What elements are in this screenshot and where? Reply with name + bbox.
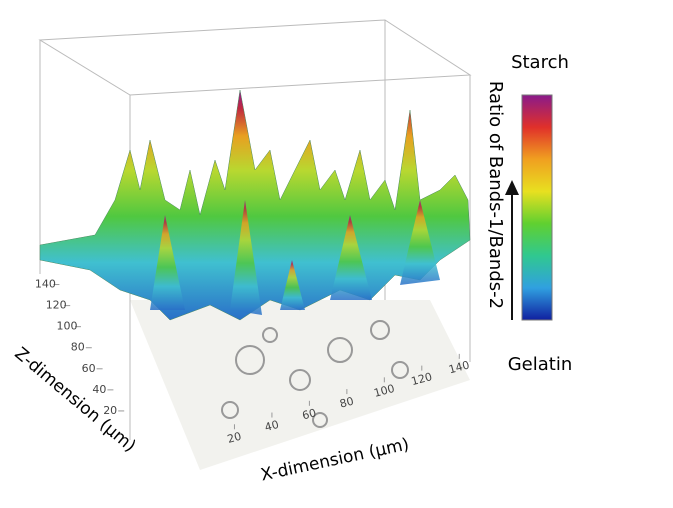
chart: Starch Gelatin Ratio of Bands-1/Bands-2 … [0,0,673,504]
z-tick-label: 100 [57,320,78,333]
colorbar-label: Ratio of Bands-1/Bands-2 [485,81,506,309]
z-tick-label: 140 [35,278,56,291]
colorbar-bottom: Gelatin [508,354,573,375]
z-axis-label: Z-dimension (μm) [11,344,140,457]
colorbar [522,95,552,320]
z-tick-label: 80 [71,341,85,354]
z-tick-label: 20 [103,404,117,417]
z-tick-label: 40 [92,383,106,396]
arrow [505,180,519,320]
z-tick-label: 60 [82,362,96,375]
z-tick-label: 120 [46,299,67,312]
colorbar-top: Starch [511,52,569,73]
